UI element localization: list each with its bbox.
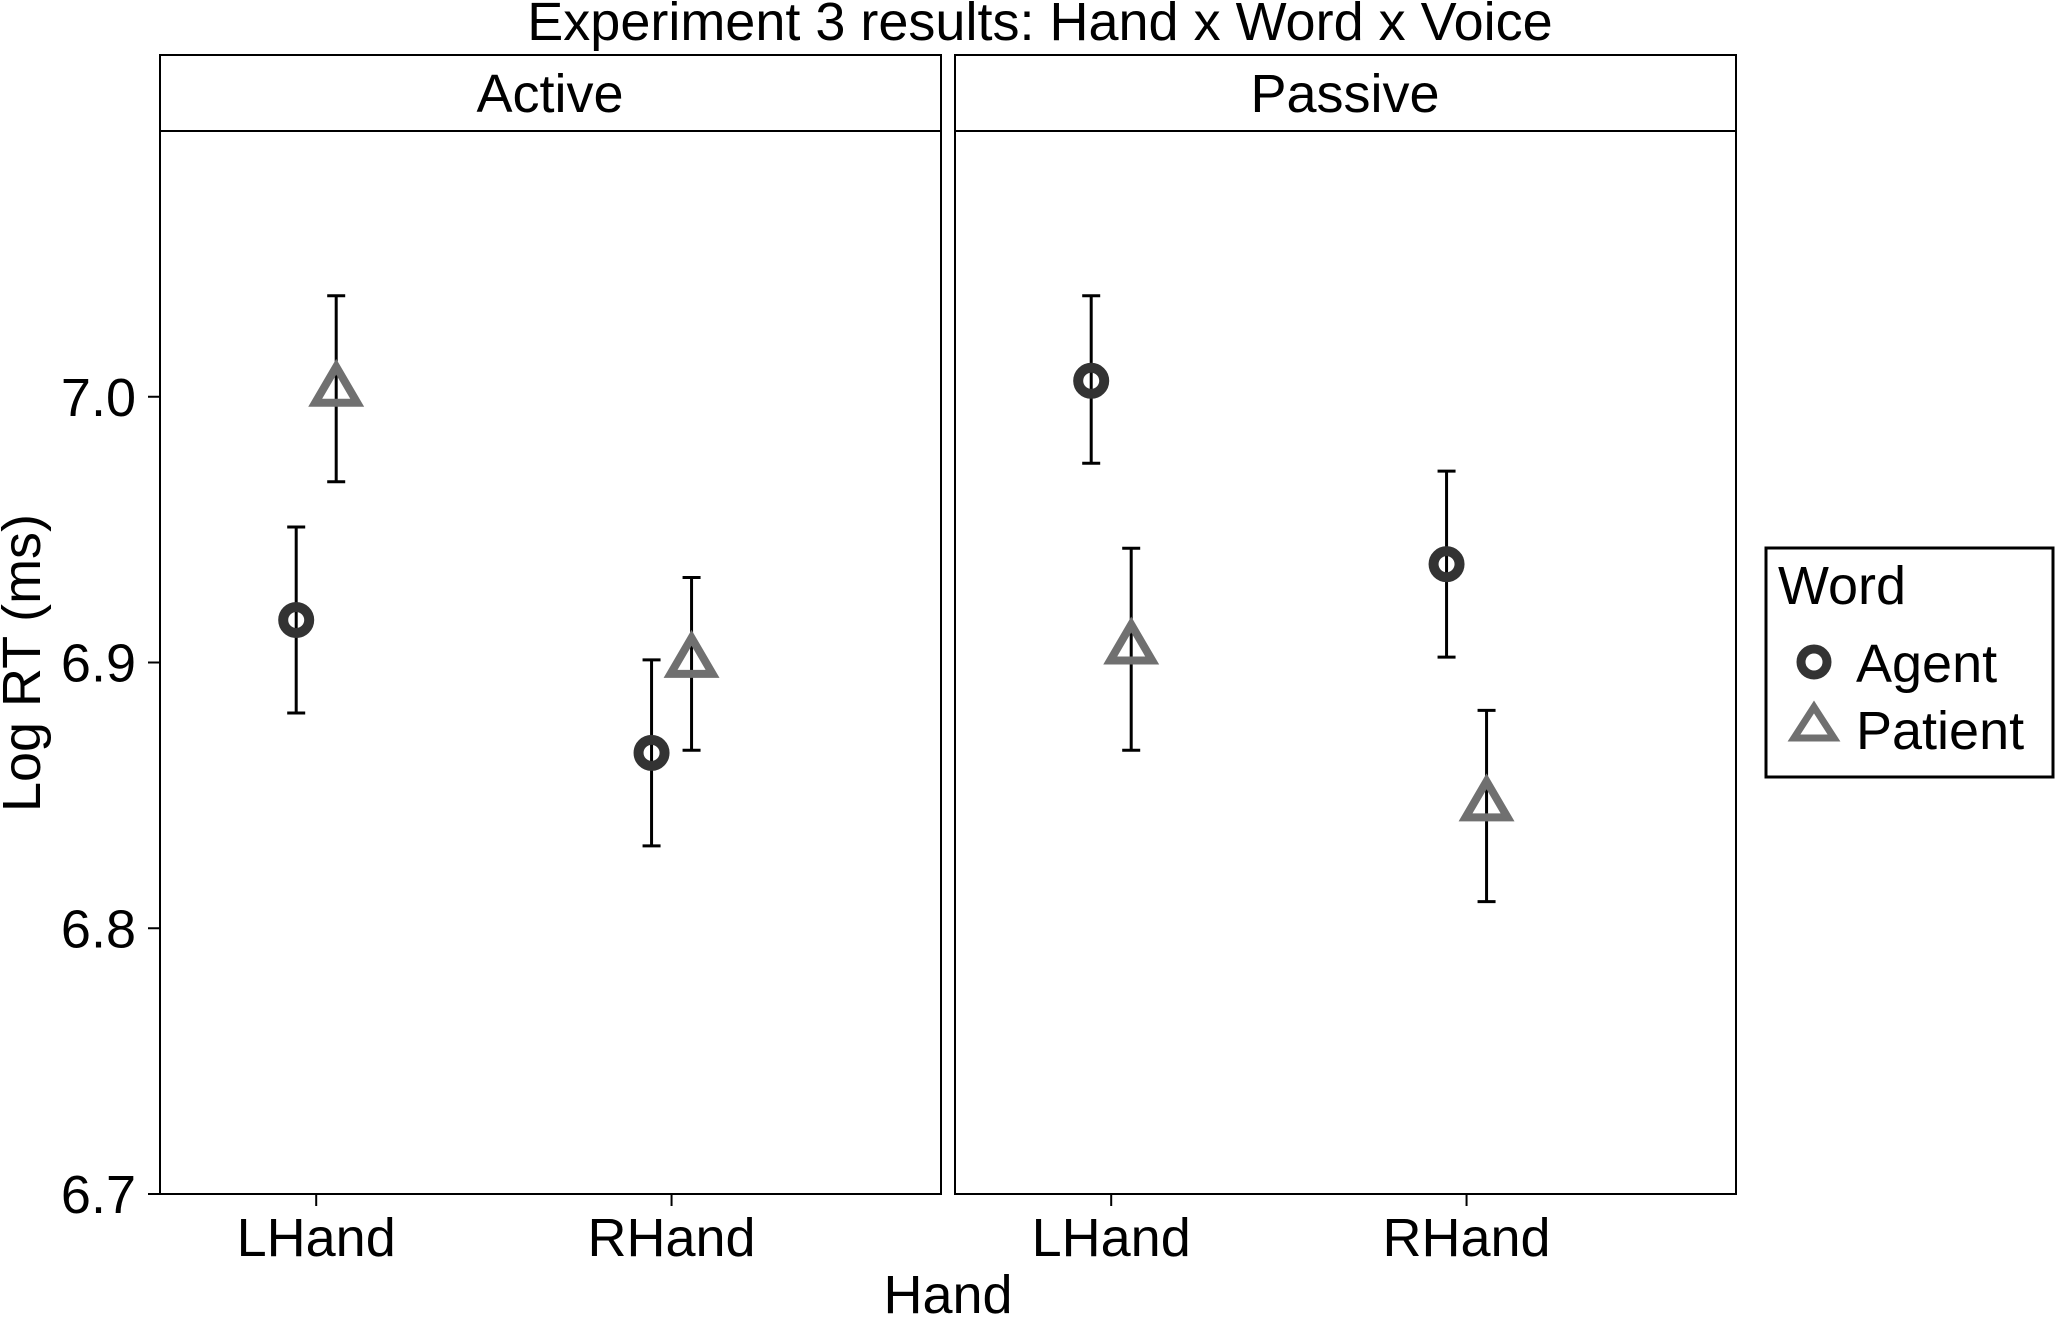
y-tick-label-6.8: 6.8 xyxy=(61,899,136,959)
x-tick-label-active-lhand: LHand xyxy=(237,1208,396,1268)
y-axis-label: Log RT (ms) xyxy=(0,514,52,812)
y-tick-label-6.9: 6.9 xyxy=(61,634,136,694)
point-passive-patient-lhand xyxy=(1103,616,1160,665)
facet-label-active: Active xyxy=(476,64,623,124)
point-passive-agent-rhand xyxy=(1428,546,1465,583)
facet-strip-passive xyxy=(954,54,1737,132)
y-axis: 6.7 6.8 6.9 7.0 xyxy=(61,368,160,1225)
marks-passive xyxy=(1073,294,1515,904)
point-passive-patient-rhand xyxy=(1458,773,1515,822)
legend: Word Agent Patient xyxy=(1764,546,2055,779)
x-axis-label: Hand xyxy=(883,1265,1012,1318)
facet-label-passive: Passive xyxy=(1250,64,1439,124)
legend-agent-label: Agent xyxy=(1856,634,1997,694)
facet-active: Active xyxy=(159,54,942,1195)
y-tick-label-7.0: 7.0 xyxy=(61,368,136,428)
x-tick-label-passive-rhand: RHand xyxy=(1383,1208,1551,1268)
point-active-agent-rhand xyxy=(633,734,670,771)
y-tick-label-6.7: 6.7 xyxy=(61,1165,136,1225)
point-active-patient-rhand xyxy=(663,629,720,678)
point-active-agent-lhand xyxy=(278,601,315,638)
panel-active xyxy=(159,130,942,1195)
legend-title: Word xyxy=(1778,556,1906,616)
marks-active xyxy=(278,294,720,848)
chart-title: Experiment 3 results: Hand x Word x Voic… xyxy=(527,0,1552,52)
facet-strip-active xyxy=(159,54,942,132)
x-axis: LHand RHand LHand RHand xyxy=(237,1194,1551,1268)
point-active-patient-lhand xyxy=(308,358,365,407)
point-passive-agent-lhand xyxy=(1073,362,1110,399)
panel-passive xyxy=(954,130,1737,1195)
legend-patient-label: Patient xyxy=(1856,701,2024,761)
x-tick-label-passive-lhand: LHand xyxy=(1032,1208,1191,1268)
legend-agent-marker xyxy=(1796,644,1832,680)
x-tick-label-active-rhand: RHand xyxy=(588,1208,756,1268)
facet-passive: Passive xyxy=(954,54,1737,1195)
legend-patient-marker xyxy=(1787,700,1841,742)
